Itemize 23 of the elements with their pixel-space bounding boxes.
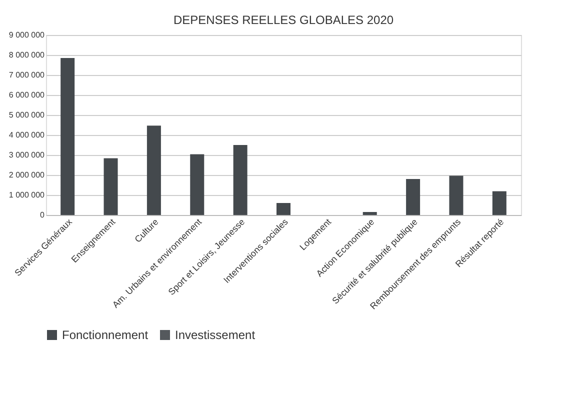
y-tick-label: 6 000 000 [8, 90, 46, 100]
chart-title: DEPENSES REELLES GLOBALES 2020 [173, 13, 394, 27]
bar [146, 126, 161, 215]
y-tick-label: 4 000 000 [8, 130, 46, 140]
bar [233, 145, 248, 215]
legend-label: Investissement [175, 328, 256, 342]
bar [406, 179, 420, 215]
bar [276, 203, 290, 215]
bar [60, 58, 75, 215]
y-tick-label: 5 000 000 [8, 110, 46, 120]
y-tick-label: 8 000 000 [8, 50, 46, 60]
bar [449, 176, 464, 215]
bar [362, 212, 377, 215]
y-tick-label: 1 000 000 [8, 190, 46, 200]
y-tick-label: 9 000 000 [8, 30, 46, 40]
bar [190, 154, 204, 215]
y-tick-label: 0 [40, 210, 46, 220]
legend-label: Fonctionnement [62, 328, 149, 342]
y-tick-label: 7 000 000 [8, 70, 46, 80]
y-tick-label: 2 000 000 [8, 170, 46, 180]
y-tick-label: 3 000 000 [8, 150, 46, 160]
bar [104, 158, 118, 215]
bar [492, 191, 506, 215]
